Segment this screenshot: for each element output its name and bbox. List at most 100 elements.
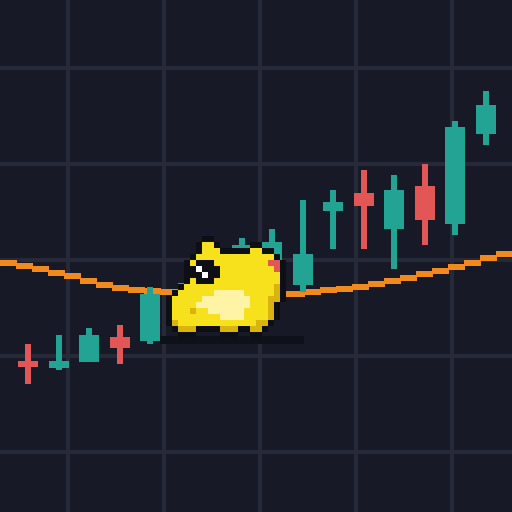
frog-pixel: [232, 308, 238, 314]
trend-segment: [288, 291, 305, 297]
frog-pixel: [250, 248, 256, 254]
frog-pixel: [226, 248, 232, 254]
frog-pixel: [196, 254, 202, 260]
frog-pixel: [178, 284, 184, 290]
frog-pixel: [190, 332, 196, 338]
frog-pixel: [244, 314, 250, 320]
frog-pixel: [226, 302, 232, 308]
frog-pixel: [238, 266, 244, 272]
frog-pixel: [262, 272, 268, 278]
frog-pixel: [226, 326, 232, 332]
frog-pixel: [184, 320, 190, 326]
candle: [384, 175, 404, 269]
frog-pixel: [274, 314, 280, 320]
frog-pixel: [262, 308, 268, 314]
frog-pixel: [226, 260, 232, 266]
trend-segment: [48, 270, 65, 276]
candle-body: [293, 254, 313, 285]
frog-pixel: [244, 302, 250, 308]
frog-pixel: [172, 302, 178, 308]
frog-pixel: [274, 272, 280, 278]
frog-pixel: [178, 308, 184, 314]
frog-pixel: [256, 326, 262, 332]
frog-pixel: [196, 242, 202, 248]
frog-pixel: [226, 308, 232, 314]
trend-segment: [400, 275, 417, 281]
frog-pixel: [250, 266, 256, 272]
candle-wick: [361, 170, 367, 249]
frog-pixel: [250, 242, 256, 248]
frog-pixel: [202, 272, 208, 278]
grid-vertical-1: [162, 0, 166, 512]
frog-pixel: [274, 290, 280, 296]
frog-pixel: [274, 284, 280, 290]
frog-pixel: [202, 320, 208, 326]
frog-pixel: [244, 290, 250, 296]
frog-pixel: [184, 332, 190, 338]
frog-pixel: [202, 242, 208, 248]
frog-pixel: [172, 320, 178, 326]
frog-pixel: [220, 296, 226, 302]
frog-pixel: [256, 266, 262, 272]
frog-pixel: [232, 296, 238, 302]
frog-pixel: [208, 308, 214, 314]
candle: [140, 287, 160, 344]
frog-pixel: [190, 260, 196, 266]
frog-pixel: [220, 332, 226, 338]
frog-pixel: [262, 302, 268, 308]
frog-pixel: [178, 296, 184, 302]
frog-pixel: [202, 296, 208, 302]
candle-body: [445, 127, 465, 224]
frog-pixel: [190, 326, 196, 332]
frog-pixel: [202, 236, 208, 242]
frog-pixel: [190, 266, 196, 272]
candle-body: [140, 294, 160, 341]
frog-pixel: [178, 302, 184, 308]
frog-pixel: [202, 326, 208, 332]
frog-pixel: [166, 308, 172, 314]
candle: [110, 325, 130, 364]
frog-pixel: [238, 320, 244, 326]
candle: [293, 200, 313, 292]
frog-pixel: [190, 278, 196, 284]
candle: [354, 170, 374, 249]
frog-pixel: [172, 290, 178, 296]
frog-pixel: [220, 278, 226, 284]
frog-pixel: [196, 320, 202, 326]
frog-pixel: [268, 302, 274, 308]
frog-pixel: [178, 332, 184, 338]
frog-pixel: [238, 314, 244, 320]
frog-pixel: [250, 284, 256, 290]
grid-horizontal-4: [0, 450, 512, 454]
frog-pixel: [190, 290, 196, 296]
frog-pixel: [268, 248, 274, 254]
frog-pixel: [250, 296, 256, 302]
candle-body: [476, 105, 496, 134]
candle-wick: [56, 335, 62, 370]
frog-pixel: [238, 248, 244, 254]
frog-pixel: [184, 266, 190, 272]
trend-segment: [480, 255, 497, 261]
candle: [476, 91, 496, 145]
candle: [18, 344, 38, 384]
frog-pixel: [268, 272, 274, 278]
frog-pixel: [184, 290, 190, 296]
frog-pixel: [202, 260, 208, 266]
candle-body: [354, 193, 374, 206]
frog-pixel: [214, 320, 220, 326]
frog-pixel: [256, 290, 262, 296]
trend-segment: [464, 260, 481, 266]
frog-pixel: [208, 296, 214, 302]
frog-pixel: [256, 278, 262, 284]
frog-pixel: [220, 290, 226, 296]
frog-pixel: [262, 278, 268, 284]
frog-pixel: [226, 278, 232, 284]
frog-pixel: [166, 296, 172, 302]
frog-pixel: [238, 272, 244, 278]
frog-pixel: [280, 266, 286, 272]
candle: [49, 335, 69, 370]
grid-vertical-4: [450, 0, 454, 512]
frog-pixel: [184, 302, 190, 308]
candle-body: [18, 361, 38, 367]
